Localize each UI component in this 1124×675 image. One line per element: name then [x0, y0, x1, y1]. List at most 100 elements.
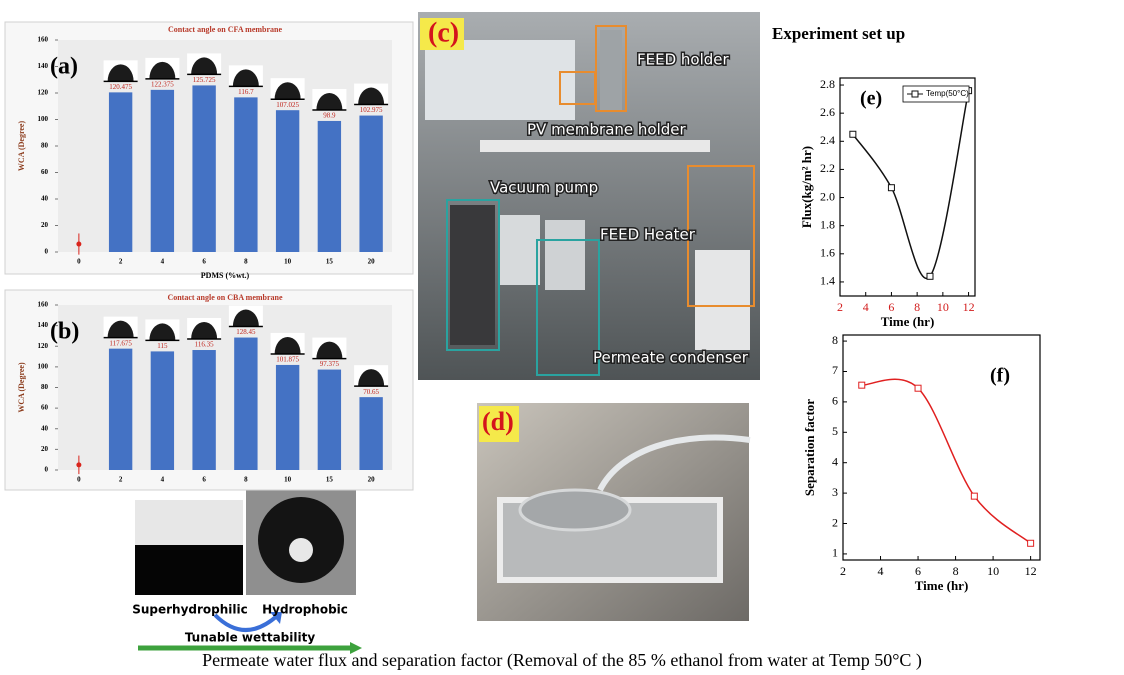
x-tick-label: 8: [953, 564, 959, 578]
x-tick-label: 12: [963, 300, 975, 314]
value-label: 117.675: [109, 339, 132, 347]
panel-label: (f): [990, 365, 1010, 387]
x-tick-label: 12: [1025, 564, 1037, 578]
arrow: [215, 615, 278, 630]
heading: Experiment set up: [772, 24, 905, 43]
y-tick-label: 140: [38, 321, 49, 329]
y-axis-label: Separation factor: [802, 399, 817, 496]
y-tick-label: 2.8: [820, 77, 835, 91]
chart-title: Contact angle on CFA membrane: [168, 25, 283, 34]
value-label: 70.65: [363, 388, 379, 396]
x-axis-label: Time (hr): [915, 578, 969, 593]
bar: [318, 121, 341, 252]
y-tick-label: 1.6: [820, 246, 835, 260]
photo-annotation: FEED Heater: [600, 226, 696, 244]
membrane-holder: [520, 490, 630, 530]
panel-label: (d): [482, 407, 514, 436]
y-tick-label: 120: [38, 342, 49, 350]
data-point: [927, 273, 933, 279]
surface-image: [135, 545, 243, 595]
droplet-highlight: [289, 538, 313, 562]
panel-label: (b): [50, 319, 79, 345]
wettability-arrow-label: Tunable wettability: [185, 631, 316, 645]
x-tick-label: 20: [368, 258, 376, 266]
data-point: [971, 493, 977, 499]
x-tick-label: 10: [284, 476, 292, 484]
legend-label: Temp(50°C): [926, 89, 969, 98]
data-point: [888, 185, 894, 191]
y-tick-label: 1.8: [820, 217, 835, 231]
x-tick-label: 10: [284, 258, 292, 266]
bar: [276, 110, 299, 252]
y-axis-label: WCA (Degree): [17, 362, 26, 413]
y-tick-label: 100: [38, 362, 49, 370]
x-tick-label: 4: [878, 564, 884, 578]
y-axis-label: WCA (Degree): [17, 121, 26, 172]
x-tick-label: 15: [326, 476, 334, 484]
y-tick-label: 20: [41, 445, 49, 453]
y-tick-label: 60: [41, 168, 49, 176]
x-tick-label: 6: [915, 564, 921, 578]
x-tick-label: 4: [161, 476, 165, 484]
data-point: [76, 242, 81, 247]
x-tick-label: 2: [840, 564, 846, 578]
data-point: [76, 462, 81, 467]
x-tick-label: 8: [244, 258, 248, 266]
pump: [450, 205, 495, 345]
x-tick-label: 4: [863, 300, 869, 314]
surface-image: [135, 500, 243, 545]
legend-marker: [912, 91, 918, 97]
y-tick-label: 2.0: [820, 189, 835, 203]
y-tick-label: 6: [832, 394, 838, 408]
bar: [192, 350, 215, 470]
figure: (c) (d) Experiment set up Superhydrophil…: [0, 0, 1124, 675]
y-tick-label: 3: [832, 485, 838, 499]
y-tick-label: 80: [41, 142, 49, 150]
y-tick-label: 4: [832, 454, 838, 468]
y-tick-label: 160: [38, 301, 49, 309]
wettability-illustration: [135, 487, 362, 654]
x-tick-label: 10: [937, 300, 949, 314]
bar: [234, 338, 257, 470]
y-tick-label: 0: [45, 248, 49, 256]
data-point: [850, 131, 856, 137]
data-point: [1028, 540, 1034, 546]
value-label: 125.725: [193, 76, 216, 84]
y-tick-label: 2.4: [820, 133, 835, 147]
x-tick-label: 8: [244, 476, 248, 484]
x-axis-label: PDMS (%wt.): [201, 271, 250, 280]
feed-holder: [600, 30, 622, 110]
x-tick-label: 6: [202, 258, 206, 266]
bottle: [500, 215, 540, 285]
y-tick-label: 60: [41, 404, 49, 412]
y-tick-label: 2.2: [820, 161, 835, 175]
bar: [276, 365, 299, 470]
x-tick-label: 0: [77, 258, 81, 266]
x-axis-label: Time (hr): [881, 314, 935, 329]
bench: [480, 140, 710, 152]
bar: [192, 85, 215, 252]
y-tick-label: 0: [45, 466, 49, 474]
x-tick-label: 0: [77, 476, 81, 484]
y-tick-label: 5: [832, 424, 838, 438]
value-label: 97.375: [320, 360, 340, 368]
value-label: 98.9: [323, 112, 336, 120]
y-tick-label: 2.6: [820, 105, 835, 119]
photo-d: [477, 403, 750, 621]
value-label: 120.475: [109, 83, 132, 91]
value-label: 115: [157, 342, 168, 350]
y-tick-label: 8: [832, 333, 838, 347]
x-tick-label: 2: [119, 476, 123, 484]
y-tick-label: 140: [38, 62, 49, 70]
bar: [359, 116, 382, 252]
bottle: [545, 220, 585, 290]
y-tick-label: 160: [38, 36, 49, 44]
y-tick-label: 120: [38, 89, 49, 97]
wettability-left: Superhydrophilic: [132, 603, 248, 617]
x-tick-label: 20: [368, 476, 376, 484]
y-tick-label: 1: [832, 546, 838, 560]
y-tick-label: 7: [832, 363, 838, 377]
x-tick-label: 2: [837, 300, 843, 314]
value-label: 122.375: [151, 80, 174, 88]
x-tick-label: 2: [119, 258, 123, 266]
